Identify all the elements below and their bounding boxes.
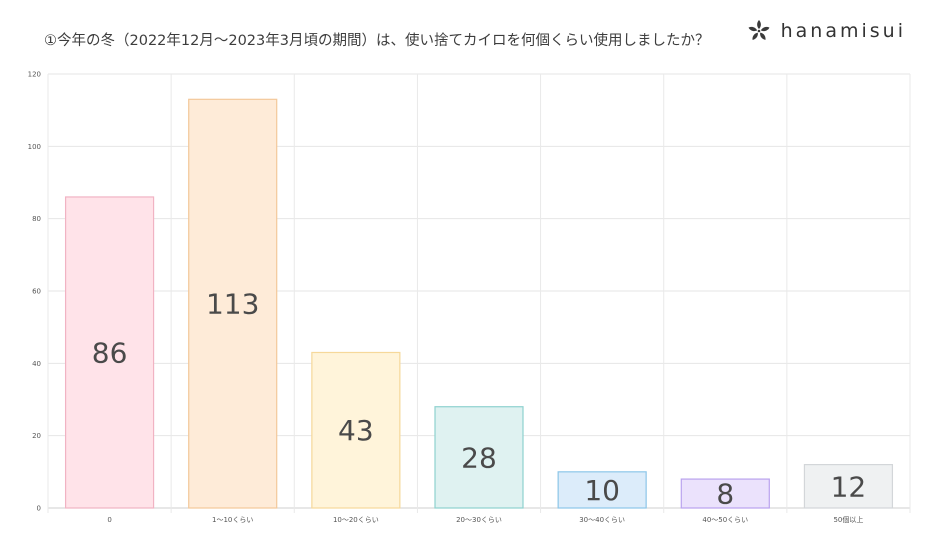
bar (680, 478, 770, 509)
bar (557, 471, 647, 509)
bar-value-label: 43 (338, 414, 374, 447)
x-tick-label: 10〜20くらい (333, 516, 379, 524)
y-tick-label: 60 (32, 288, 41, 296)
chart-title: ①今年の冬（2022年12月〜2023年3月頃の期間）は、使い捨てカイロを何個く… (44, 33, 710, 49)
x-tick-label: 20〜30くらい (456, 516, 502, 524)
x-tick-label: 30〜40くらい (579, 516, 625, 524)
brand: hanamisui (747, 16, 906, 46)
bar-value-label: 86 (92, 336, 128, 369)
y-tick-label: 0 (37, 505, 41, 513)
bar-value-label: 8 (716, 478, 734, 511)
bar-value-label: 10 (584, 474, 620, 507)
y-tick-label: 20 (32, 432, 41, 440)
chart-bars (64, 98, 894, 509)
bar-value-label: 28 (461, 441, 497, 474)
flower-logo-icon (748, 20, 770, 40)
x-tick-label: 1〜10くらい (212, 516, 253, 524)
bar-value-label: 12 (831, 470, 867, 503)
x-tick-label: 0 (107, 516, 111, 524)
y-tick-label: 40 (32, 360, 41, 368)
bar (188, 98, 278, 509)
bar (64, 196, 155, 509)
bar-value-label: 113 (206, 288, 259, 321)
bar (434, 406, 524, 509)
x-tick-label: 50個以上 (833, 515, 863, 524)
y-tick-label: 80 (32, 215, 41, 223)
y-tick-label: 100 (28, 143, 41, 151)
bar (803, 464, 894, 509)
chart-labels: 0 20 40 60 80 100 120 86 0 113 1〜10くらい 43 10〜20くらい 28… (28, 71, 867, 525)
x-tick-label: 40〜50くらい (702, 516, 748, 524)
y-tick-label: 120 (28, 71, 41, 79)
bar (311, 351, 401, 509)
brand-name: hanamisui (780, 20, 906, 42)
